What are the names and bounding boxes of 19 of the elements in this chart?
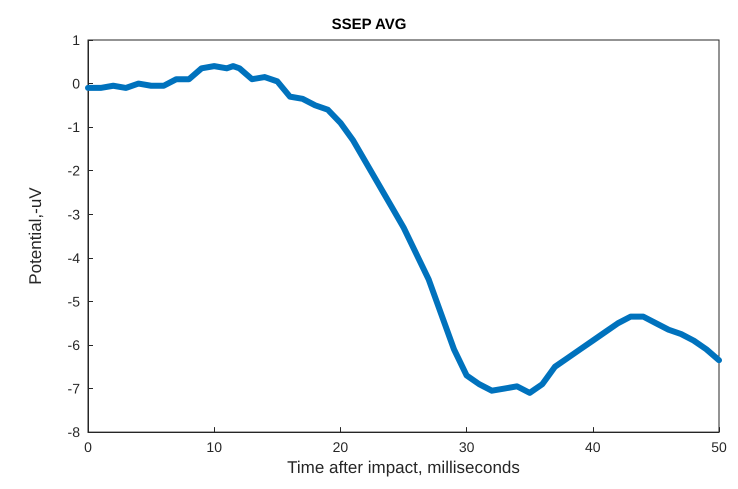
x-tick-label: 20 [332, 439, 348, 456]
x-tick-label: 50 [711, 439, 727, 456]
x-tick-label: 10 [206, 439, 222, 456]
y-tick-label: 0 [72, 76, 80, 92]
x-tick-label: 30 [458, 439, 475, 456]
y-tick-label: -1 [68, 119, 80, 136]
chart-title: SSEP AVG [332, 16, 406, 33]
y-tick-label: -8 [68, 424, 80, 440]
x-axis-title: Time after impact, milliseconds [287, 458, 520, 477]
y-tick-label: 1 [72, 32, 80, 48]
y-tick-label: -2 [68, 162, 80, 179]
x-tick-label: 40 [585, 439, 601, 456]
y-tick-label: -7 [68, 380, 80, 397]
y-tick-label: -6 [68, 336, 80, 353]
y-tick-label: -4 [68, 250, 80, 266]
y-tick-label: -5 [68, 293, 80, 310]
x-tick-label: 0 [84, 439, 92, 456]
y-tick-label: -3 [68, 206, 80, 222]
y-axis-title: Potential,-uV [26, 186, 45, 285]
